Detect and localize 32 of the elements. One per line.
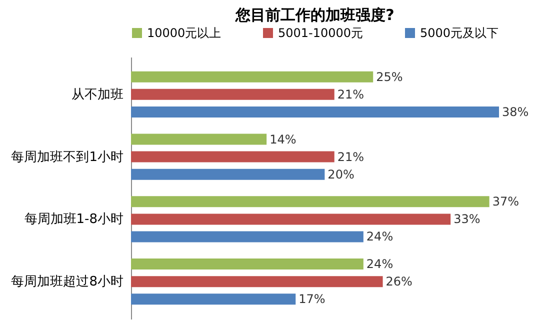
legend-label: 10000元以上 xyxy=(147,26,222,40)
data-label: 38% xyxy=(502,104,529,119)
data-label: 24% xyxy=(366,230,394,244)
y-tick-label: 从不加班 xyxy=(72,87,124,102)
data-label: 33% xyxy=(454,212,480,226)
chart-title: 您目前工作的加班强度? xyxy=(234,6,394,24)
bar xyxy=(131,294,296,305)
data-label: 21% xyxy=(337,150,364,164)
data-label: 20% xyxy=(328,167,354,182)
data-label: 37% xyxy=(492,194,519,209)
data-label: 14% xyxy=(270,132,296,146)
bar xyxy=(131,214,451,225)
bar xyxy=(131,231,364,242)
data-label: 25% xyxy=(376,70,403,84)
data-label: 26% xyxy=(386,274,412,289)
bar xyxy=(131,276,383,288)
bar xyxy=(131,134,267,145)
y-tick-label: 每周加班超过8小时 xyxy=(11,274,124,290)
data-label: 17% xyxy=(298,292,326,306)
bar xyxy=(131,151,334,162)
bar xyxy=(131,258,364,270)
bar xyxy=(131,71,374,82)
legend-label: 5001-10000元 xyxy=(278,26,364,40)
data-label: 24% xyxy=(366,257,394,272)
legend-label: 5000元及以下 xyxy=(420,26,499,40)
y-tick-label: 每周加班不到1小时 xyxy=(11,150,124,165)
bar xyxy=(131,168,325,180)
y-tick-label: 每周加班1-8小时 xyxy=(24,212,124,228)
bar xyxy=(131,196,490,208)
bar xyxy=(131,106,499,118)
bar xyxy=(131,88,334,100)
data-label: 21% xyxy=(337,87,364,102)
